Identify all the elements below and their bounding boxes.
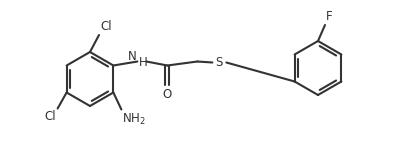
Text: O: O: [163, 87, 172, 100]
Text: Cl: Cl: [44, 111, 56, 124]
Text: F: F: [326, 10, 332, 23]
Text: N: N: [128, 50, 137, 63]
Text: Cl: Cl: [100, 20, 111, 33]
Text: H: H: [138, 55, 147, 69]
Text: S: S: [216, 56, 223, 69]
Text: NH$_2$: NH$_2$: [122, 111, 146, 127]
